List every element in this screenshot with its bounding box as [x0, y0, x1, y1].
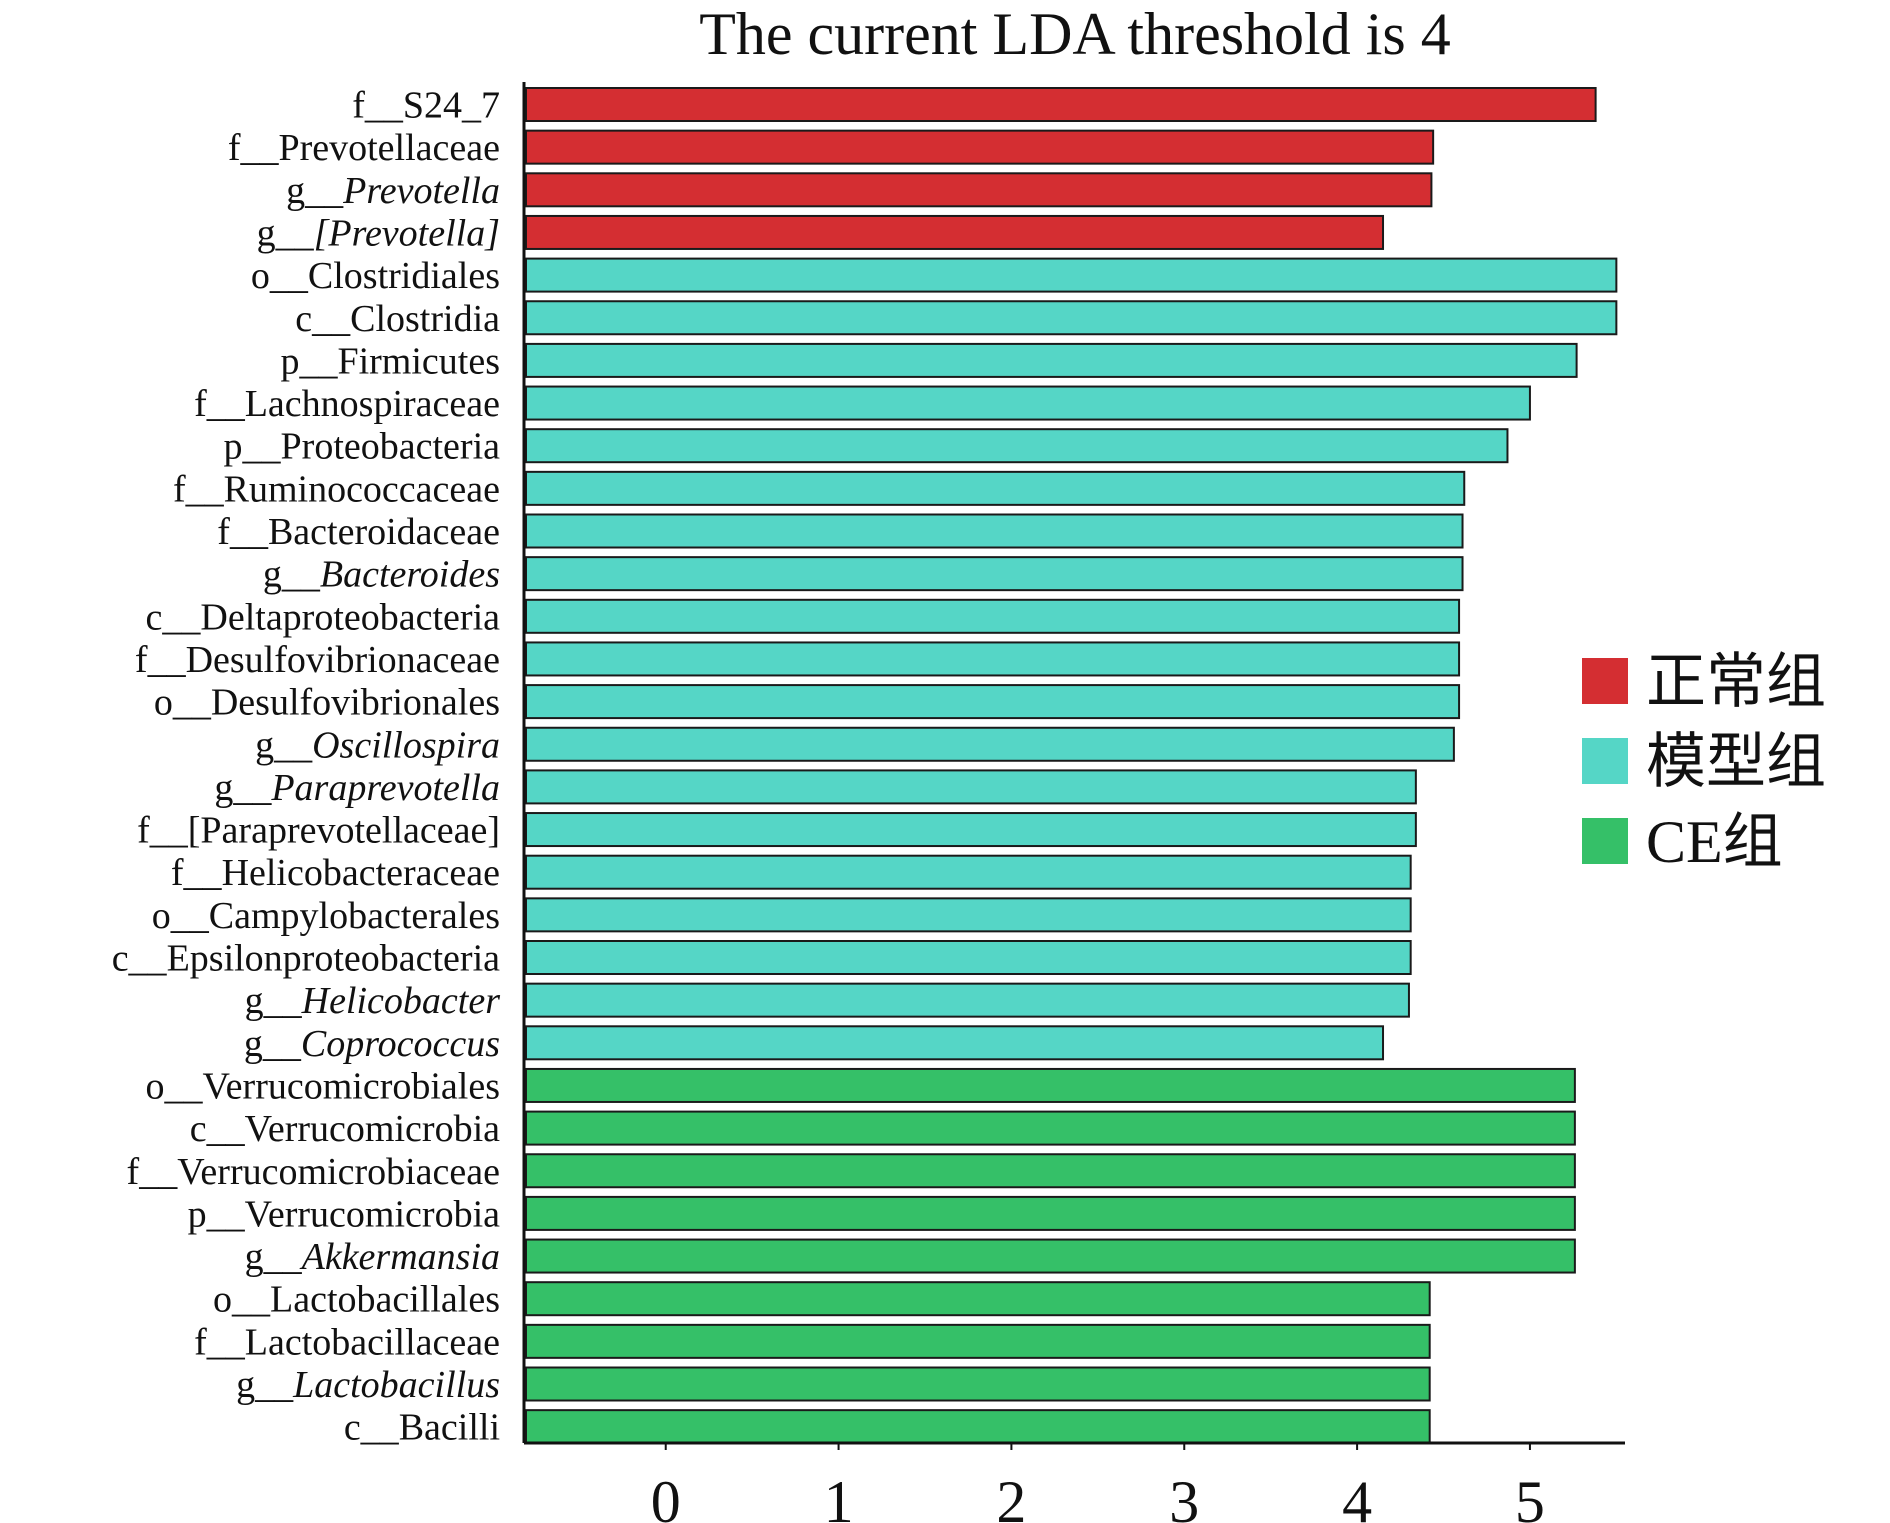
taxon-label: c__Bacilli [344, 1407, 500, 1449]
bar-11 [525, 513, 1464, 549]
taxon-label: f__Desulfovibrionaceae [135, 639, 500, 681]
bar-9 [525, 428, 1509, 464]
legend-swatch [1582, 658, 1628, 704]
bar-5 [525, 257, 1618, 293]
taxon-label: f__Ruminococcaceae [173, 468, 500, 510]
bar-10 [525, 470, 1466, 506]
taxon-label: p__Proteobacteria [224, 426, 501, 468]
taxon-label: g__Oscillospira [255, 724, 500, 766]
bar-1 [525, 87, 1597, 122]
legend-swatch [1582, 738, 1628, 784]
taxon-label: f__Lachnospiraceae [194, 383, 500, 425]
taxon-label: o__Lactobacillales [213, 1279, 500, 1321]
bar-7 [525, 342, 1578, 378]
x-tick-label: 4 [1342, 1469, 1372, 1523]
taxon-label: f__Prevotellaceae [228, 127, 500, 169]
taxon-label: g__[Prevotella] [257, 212, 500, 254]
bar-17 [525, 769, 1417, 805]
bar-18 [525, 812, 1417, 848]
taxon-label: g__Lactobacillus [236, 1364, 500, 1406]
taxon-label: c__Clostridia [295, 298, 500, 340]
bar-30 [525, 1323, 1431, 1359]
taxon-label: f__Bacteroidaceae [217, 511, 500, 553]
taxon-label: f__[Paraprevotellaceae] [137, 810, 500, 852]
legend-swatch [1582, 818, 1628, 864]
bar-29 [525, 1281, 1431, 1317]
legend-label: CE组 [1646, 809, 1783, 875]
taxon-label: p__Firmicutes [280, 340, 500, 382]
axes: 0 1 2 3 4 5 [522, 82, 1625, 1523]
x-tick-label: 3 [1169, 1469, 1199, 1523]
bar-32 [525, 1409, 1431, 1445]
taxon-labels: f__S24_7f__Prevotellaceaeg__Prevotellag_… [112, 85, 501, 1449]
taxon-label: o__Desulfovibrionales [154, 682, 500, 724]
taxon-label: f__Lactobacillaceae [194, 1321, 500, 1363]
taxon-label: g__Bacteroides [263, 554, 500, 596]
bar-19 [525, 854, 1412, 890]
x-tick-label: 2 [996, 1469, 1026, 1523]
bar-22 [525, 982, 1410, 1018]
legend-label: 正常组 [1646, 649, 1826, 715]
x-tick-label: 5 [1515, 1469, 1545, 1523]
chart-title: The current LDA threshold is 4 [699, 1, 1451, 67]
bar-28 [525, 1238, 1576, 1274]
taxon-label: f__S24_7 [352, 85, 500, 127]
taxon-label: g__Paraprevotella [214, 767, 500, 809]
taxon-label: g__Coprococcus [244, 1023, 500, 1065]
bar-15 [525, 684, 1461, 720]
bar-12 [525, 556, 1464, 592]
taxon-label: g__Helicobacter [245, 980, 501, 1022]
bar-6 [525, 300, 1618, 336]
bar-25 [525, 1110, 1576, 1146]
taxon-label: g__Akkermansia [245, 1236, 500, 1278]
bar-4 [525, 214, 1385, 250]
taxon-label: f__Verrucomicrobiaceae [127, 1151, 500, 1193]
bar-21 [525, 940, 1412, 975]
taxon-label: c__Deltaproteobacteria [146, 596, 501, 638]
bar-20 [525, 897, 1412, 933]
bar-3 [525, 172, 1433, 208]
bars-layer [525, 87, 1618, 1445]
taxon-label: f__Helicobacteraceae [171, 852, 500, 894]
taxon-label: o__Campylobacterales [152, 895, 500, 937]
legend-label: 模型组 [1646, 729, 1826, 795]
taxon-label: g__Prevotella [286, 170, 500, 212]
x-tick-label: 0 [651, 1469, 681, 1523]
bar-24 [525, 1067, 1576, 1103]
x-tick-label: 1 [824, 1469, 854, 1523]
bar-8 [525, 385, 1531, 421]
bar-16 [525, 726, 1455, 762]
bar-31 [525, 1366, 1431, 1402]
bar-27 [525, 1195, 1576, 1231]
taxon-label: o__Verrucomicrobiales [145, 1065, 500, 1107]
taxon-label: o__Clostridiales [251, 255, 500, 297]
taxon-label: c__Verrucomicrobia [190, 1108, 500, 1150]
bar-23 [525, 1025, 1385, 1061]
bar-2 [525, 129, 1435, 165]
taxon-label: p__Verrucomicrobia [188, 1193, 500, 1235]
bar-26 [525, 1153, 1576, 1189]
taxon-label: c__Epsilonproteobacteria [112, 938, 500, 980]
bar-13 [525, 598, 1461, 634]
bar-14 [525, 641, 1461, 677]
